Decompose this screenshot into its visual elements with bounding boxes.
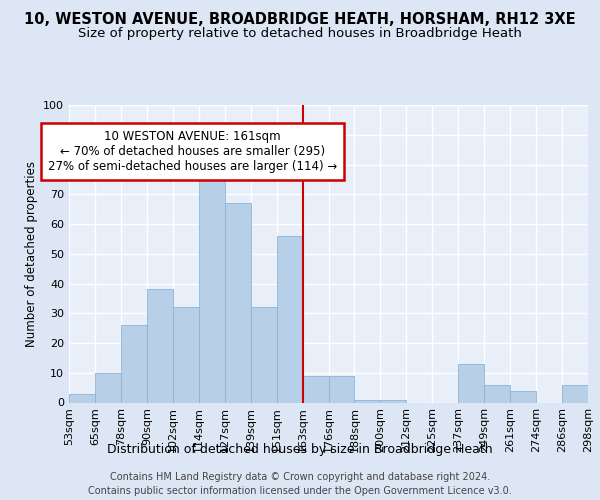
- Bar: [147, 290, 173, 403]
- Bar: [173, 308, 199, 402]
- Bar: [380, 400, 406, 402]
- Text: Contains HM Land Registry data © Crown copyright and database right 2024.: Contains HM Land Registry data © Crown c…: [110, 472, 490, 482]
- Bar: [510, 390, 536, 402]
- Bar: [484, 384, 510, 402]
- Bar: [329, 376, 355, 402]
- Bar: [225, 203, 251, 402]
- Text: 10 WESTON AVENUE: 161sqm
← 70% of detached houses are smaller (295)
27% of semi-: 10 WESTON AVENUE: 161sqm ← 70% of detach…: [47, 130, 337, 174]
- Text: Size of property relative to detached houses in Broadbridge Heath: Size of property relative to detached ho…: [78, 28, 522, 40]
- Bar: [277, 236, 302, 402]
- Bar: [458, 364, 484, 403]
- Bar: [302, 376, 329, 402]
- Bar: [251, 308, 277, 402]
- Bar: [95, 373, 121, 402]
- Text: 10, WESTON AVENUE, BROADBRIDGE HEATH, HORSHAM, RH12 3XE: 10, WESTON AVENUE, BROADBRIDGE HEATH, HO…: [24, 12, 576, 28]
- Text: Distribution of detached houses by size in Broadbridge Heath: Distribution of detached houses by size …: [107, 442, 493, 456]
- Text: Contains public sector information licensed under the Open Government Licence v3: Contains public sector information licen…: [88, 486, 512, 496]
- Bar: [199, 158, 224, 402]
- Y-axis label: Number of detached properties: Number of detached properties: [25, 161, 38, 347]
- Bar: [355, 400, 380, 402]
- Bar: [562, 384, 588, 402]
- Bar: [69, 394, 95, 402]
- Bar: [121, 325, 147, 402]
